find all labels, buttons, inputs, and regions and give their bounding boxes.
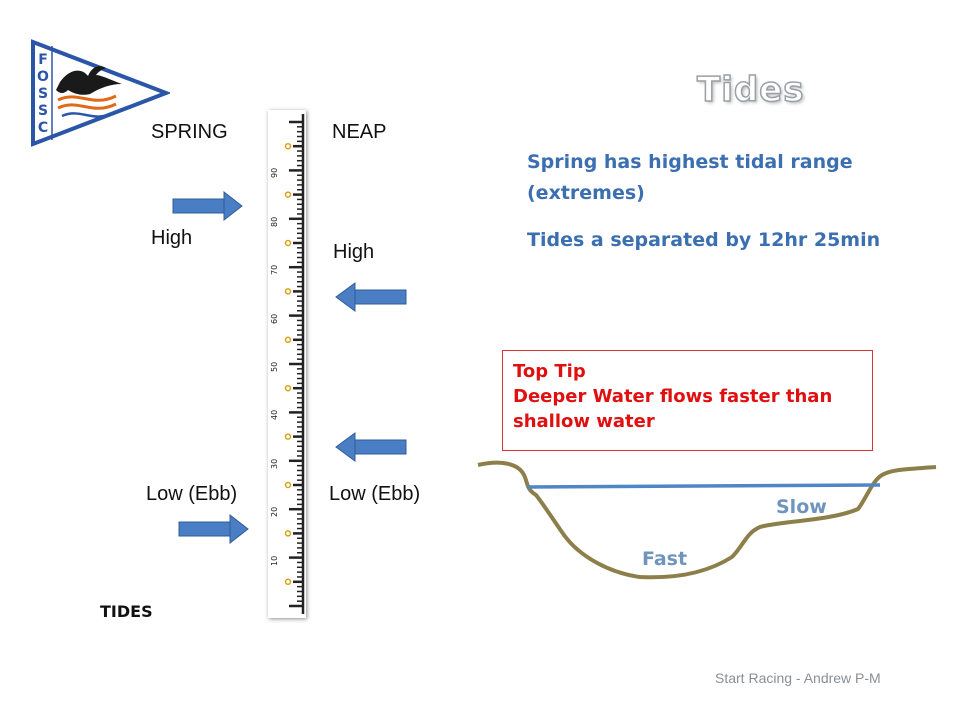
gauge-tick-label: 90 [270, 168, 279, 179]
gauge-tick-label: 40 [270, 410, 279, 421]
gauge-dot [284, 433, 292, 440]
gauge-marks [284, 114, 305, 614]
slide-footer: Start Racing - Andrew P-M [715, 670, 881, 686]
gauge-dot [284, 578, 292, 586]
burgee-with-bird-icon [30, 38, 172, 148]
tide-gauge: 90 80 70 60 50 40 30 20 10 [268, 110, 306, 618]
gauge-tick-label: 30 [270, 458, 279, 469]
gauge-dot [284, 384, 292, 392]
logo-letter: S [37, 86, 49, 102]
gauge-tick-label: 80 [270, 216, 279, 227]
gauge-dot [284, 481, 292, 489]
gauge-dot [284, 191, 292, 198]
gauge-dot [284, 336, 292, 344]
spring-header: SPRING [151, 121, 228, 143]
club-logo: F O S S C [30, 38, 172, 148]
gauge-dot [284, 239, 292, 247]
logo-letters: F O S S C [35, 52, 51, 137]
top-tip-body: Deeper Water flows faster than shallow w… [513, 386, 833, 432]
neap-low-arrow [335, 432, 407, 462]
gauge-tick-label: 70 [270, 265, 279, 276]
logo-letter: O [37, 69, 49, 85]
water-surface [526, 483, 881, 489]
info-tide-interval: Tides a separated by 12hr 25min [527, 229, 881, 251]
river-cross-section [477, 460, 937, 580]
gauge-dot [284, 288, 292, 295]
neap-high-arrow [335, 282, 407, 312]
spring-high-label: High [151, 227, 193, 249]
gauge-tick-label: 10 [270, 555, 279, 566]
gauge-dot [284, 142, 292, 150]
spring-high-arrow [172, 191, 243, 222]
fast-label: Fast [642, 548, 688, 570]
gauge-dot [284, 530, 292, 537]
logo-letter: C [37, 120, 49, 136]
logo-letter: F [38, 52, 48, 68]
logo-letter: S [37, 103, 49, 119]
slow-label: Slow [776, 496, 827, 518]
top-tip-box: Top Tip Deeper Water flows faster than s… [502, 350, 873, 451]
info-text: Spring has highest tidal range (extremes… [527, 147, 887, 256]
info-spring-range: Spring has highest tidal range (extremes… [527, 151, 853, 204]
neap-low-label: Low (Ebb) [329, 483, 421, 505]
spring-low-label: Low (Ebb) [146, 483, 238, 505]
gauge-tick-label: 50 [270, 361, 279, 372]
slide-title: Tides [696, 69, 805, 111]
top-tip-heading: Top Tip [513, 361, 586, 382]
spring-low-arrow [178, 514, 249, 545]
gauge-tick-label: 60 [270, 313, 279, 324]
river-bank [477, 460, 937, 580]
tides-caption: TIDES [100, 602, 153, 621]
neap-header: NEAP [332, 121, 387, 143]
neap-high-label: High [333, 241, 375, 263]
gauge-tick-label: 20 [270, 507, 279, 518]
gauge-labels: 90 80 70 60 50 40 30 20 10 [268, 110, 306, 618]
